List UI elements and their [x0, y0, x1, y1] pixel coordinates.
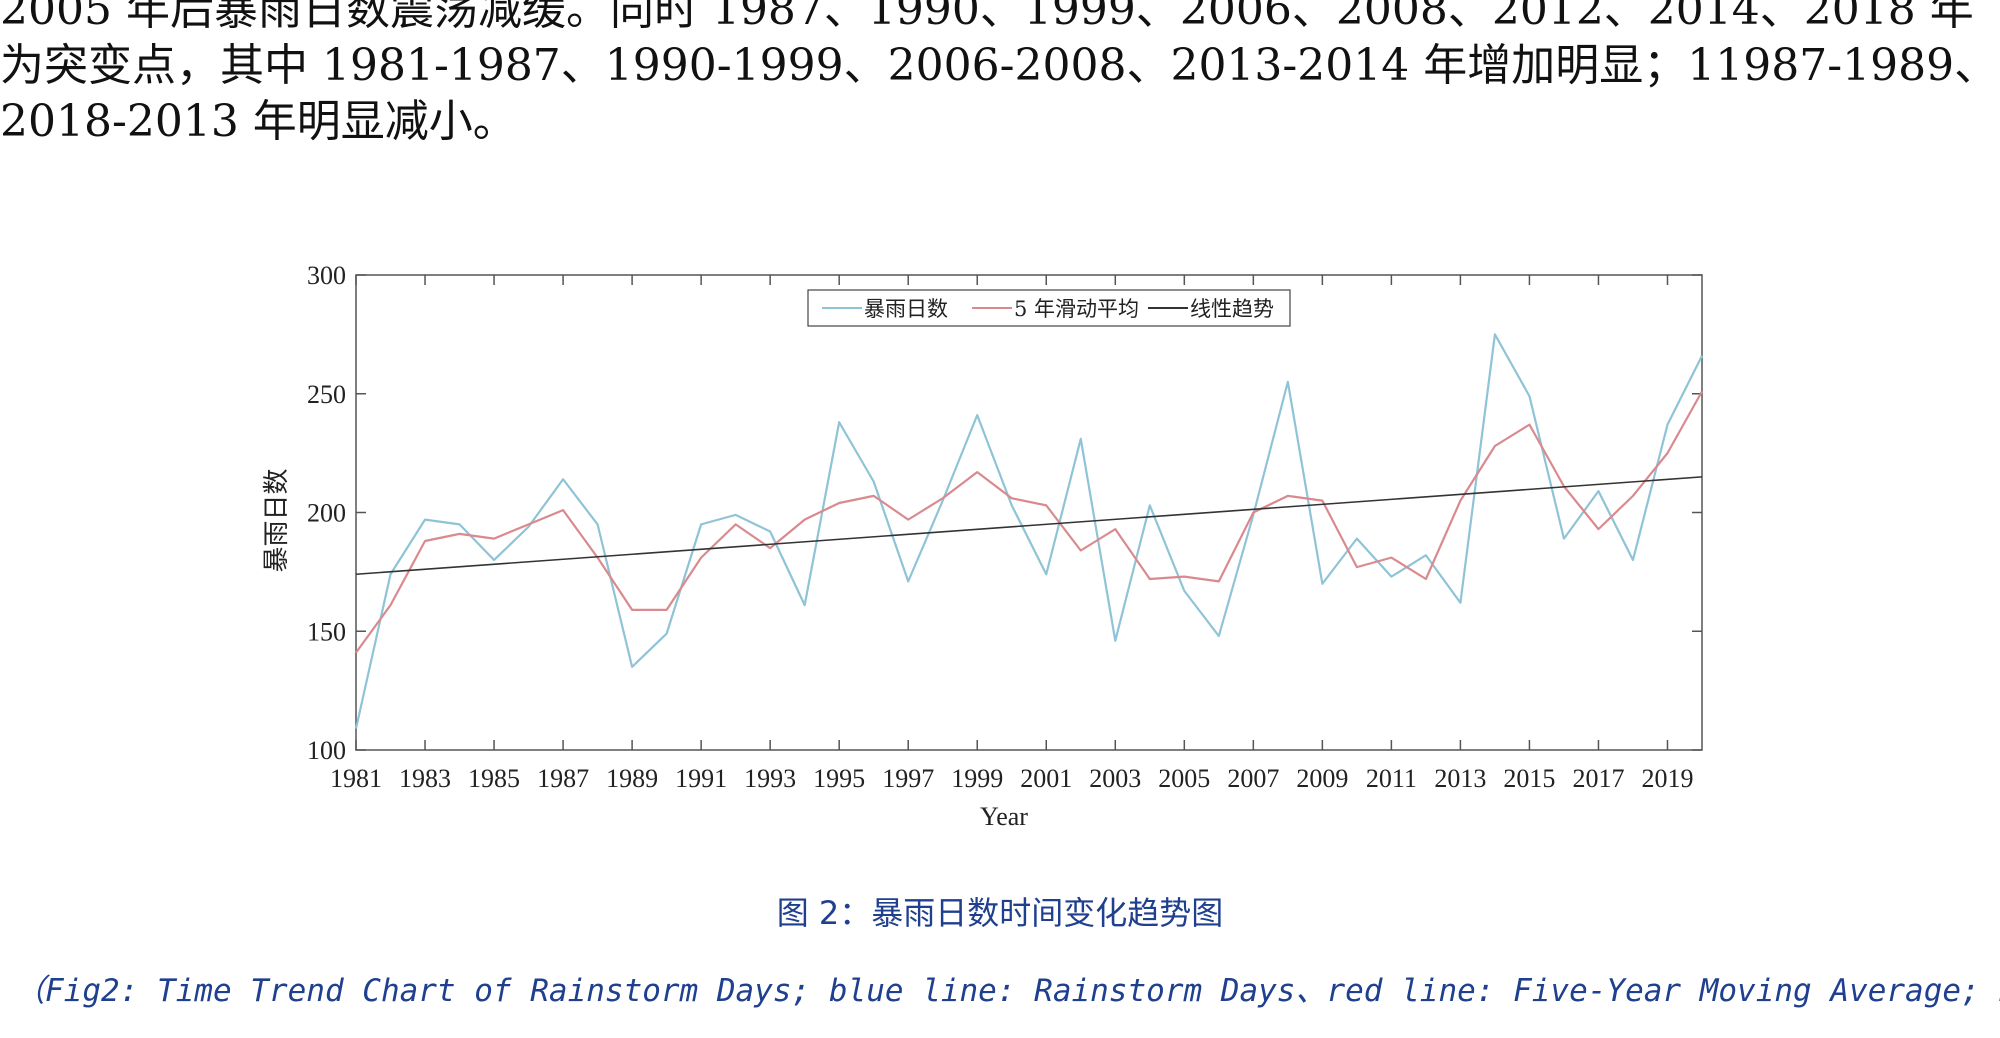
x-tick-label: 1991: [675, 764, 727, 793]
x-tick-label: 1983: [399, 764, 451, 793]
x-tick-label: 1997: [882, 764, 934, 793]
x-tick-label: 2009: [1296, 764, 1348, 793]
rainstorm-days-chart: 100 150 200 250 300 1981 1983 1985 1987 1989 1991 1…: [262, 261, 1703, 831]
legend-label: 线性趋势: [1190, 297, 1274, 321]
x-tick-label: 1987: [537, 764, 589, 793]
paragraph-line-2: 为突变点，其中 1981-1987、1990-1999、2006-2008、20…: [0, 40, 1999, 91]
x-tick-label: 1993: [744, 764, 796, 793]
legend-box: [807, 289, 1291, 327]
y-tick-label: 200: [307, 499, 346, 528]
y-tick-label: 100: [307, 736, 346, 765]
x-axis-label: Year: [980, 802, 1028, 831]
series-linear-trend: [355, 476, 1703, 576]
x-tick-label: 2011: [1366, 764, 1417, 793]
series-rainstorm-days: [354, 333, 1703, 729]
x-tick-label: 2005: [1158, 764, 1210, 793]
x-tick-label: 1995: [813, 764, 865, 793]
y-axis-label: 暴雨日数: [262, 468, 292, 572]
x-tick-label: 1985: [468, 764, 520, 793]
legend-label: 5 年滑动平均: [1014, 297, 1139, 321]
x-tick-label: 2017: [1572, 764, 1624, 793]
x-tick-label: 2001: [1020, 764, 1072, 793]
y-tick-label: 300: [307, 261, 346, 290]
paragraph-line-3: 2018-2013 年明显减小。: [0, 96, 517, 147]
y-tick-label: 250: [307, 380, 346, 409]
x-tick-label: 1981: [330, 764, 382, 793]
x-tick-label: 2015: [1503, 764, 1555, 793]
x-tick-label: 2007: [1227, 764, 1279, 793]
figure-caption-english: （Fig2: Time Trend Chart of Rainstorm Day…: [14, 973, 2000, 1009]
paragraph-line-1: 2005 年后暴雨日数震荡减缓。同时 1987、1990、1999、2006、2…: [0, 0, 1974, 35]
figure-caption: 图 2：暴雨日数时间变化趋势图: [776, 894, 1224, 932]
x-tick-label: 1989: [606, 764, 658, 793]
x-tick-label: 2019: [1641, 764, 1693, 793]
series-five-year-moving-average: [355, 390, 1703, 654]
y-tick-label: 150: [307, 617, 346, 646]
x-tick-label: 2013: [1434, 764, 1486, 793]
x-tick-label: 1999: [951, 764, 1003, 793]
x-tick-label: 2003: [1089, 764, 1141, 793]
legend-label: 暴雨日数: [864, 297, 948, 321]
